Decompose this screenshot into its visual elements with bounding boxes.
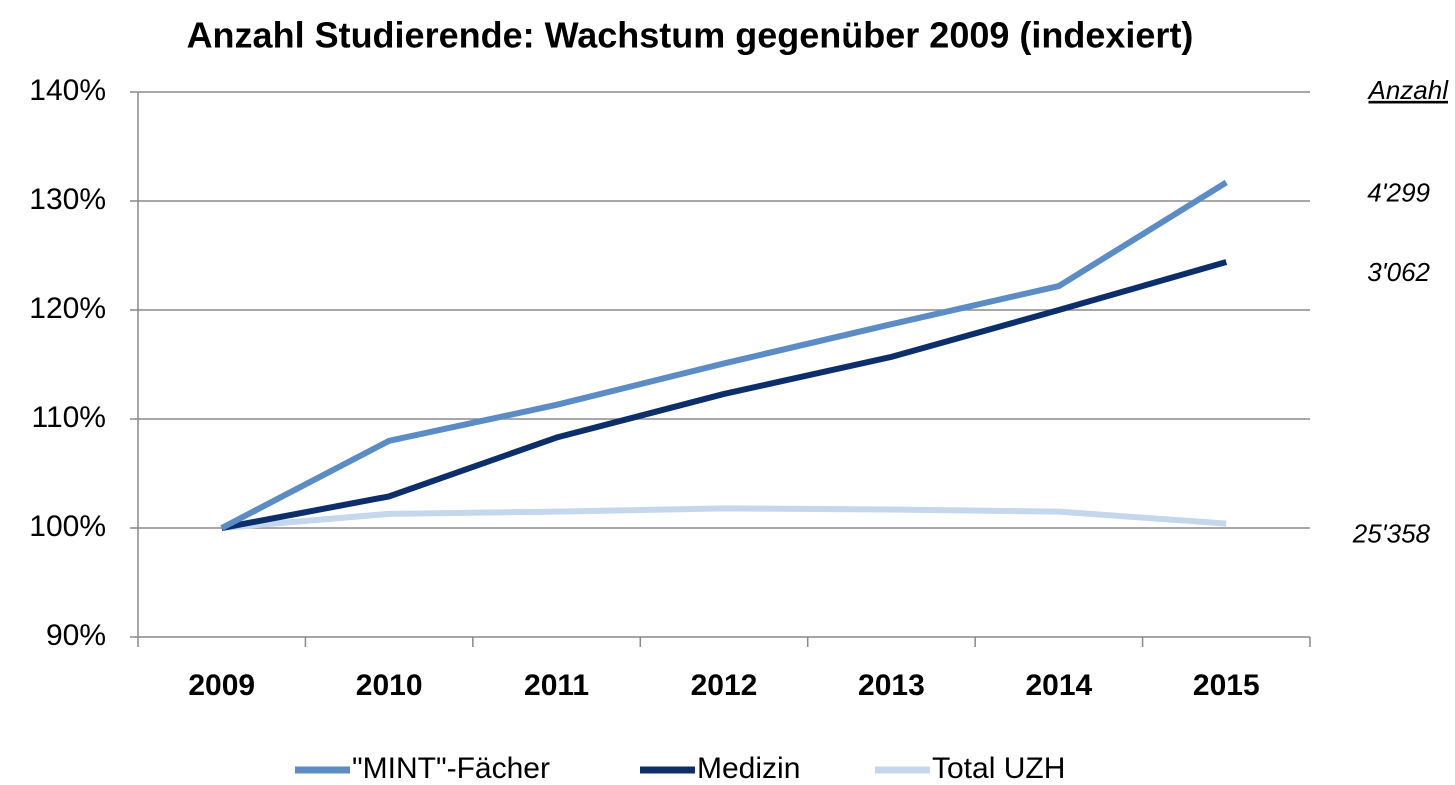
end-label: 25'358: [1352, 519, 1431, 549]
chart-title: Anzahl Studierende: Wachstum gegenüber 2…: [187, 15, 1194, 56]
x-tick-label: 2015: [1193, 669, 1260, 702]
x-tick-label: 2012: [691, 669, 758, 702]
y-tick-label: 100%: [29, 510, 106, 543]
x-tick-label: 2011: [524, 669, 589, 702]
y-tick-label: 110%: [31, 401, 106, 434]
series-line: [221, 505, 1227, 531]
series-line: [221, 259, 1228, 531]
legend-label: Medizin: [697, 752, 800, 785]
x-tick-label: 2013: [858, 669, 925, 702]
x-tick-label: 2009: [188, 669, 255, 702]
end-label: 3'062: [1367, 257, 1430, 287]
y-tick-label: 130%: [29, 183, 106, 216]
y-tick-label: 140%: [29, 74, 106, 107]
y-tick-label: 120%: [29, 292, 106, 325]
x-tick-label: 2014: [1025, 669, 1092, 702]
annotation-header: Anzahl: [1367, 75, 1450, 105]
x-tick-label: 2010: [356, 669, 423, 702]
end-label: 4'299: [1367, 177, 1430, 207]
y-tick-label: 90%: [46, 619, 106, 652]
series-line: [220, 179, 1228, 531]
legend-label: Total UZH: [932, 752, 1065, 785]
legend-label: "MINT"-Fächer: [352, 752, 550, 785]
